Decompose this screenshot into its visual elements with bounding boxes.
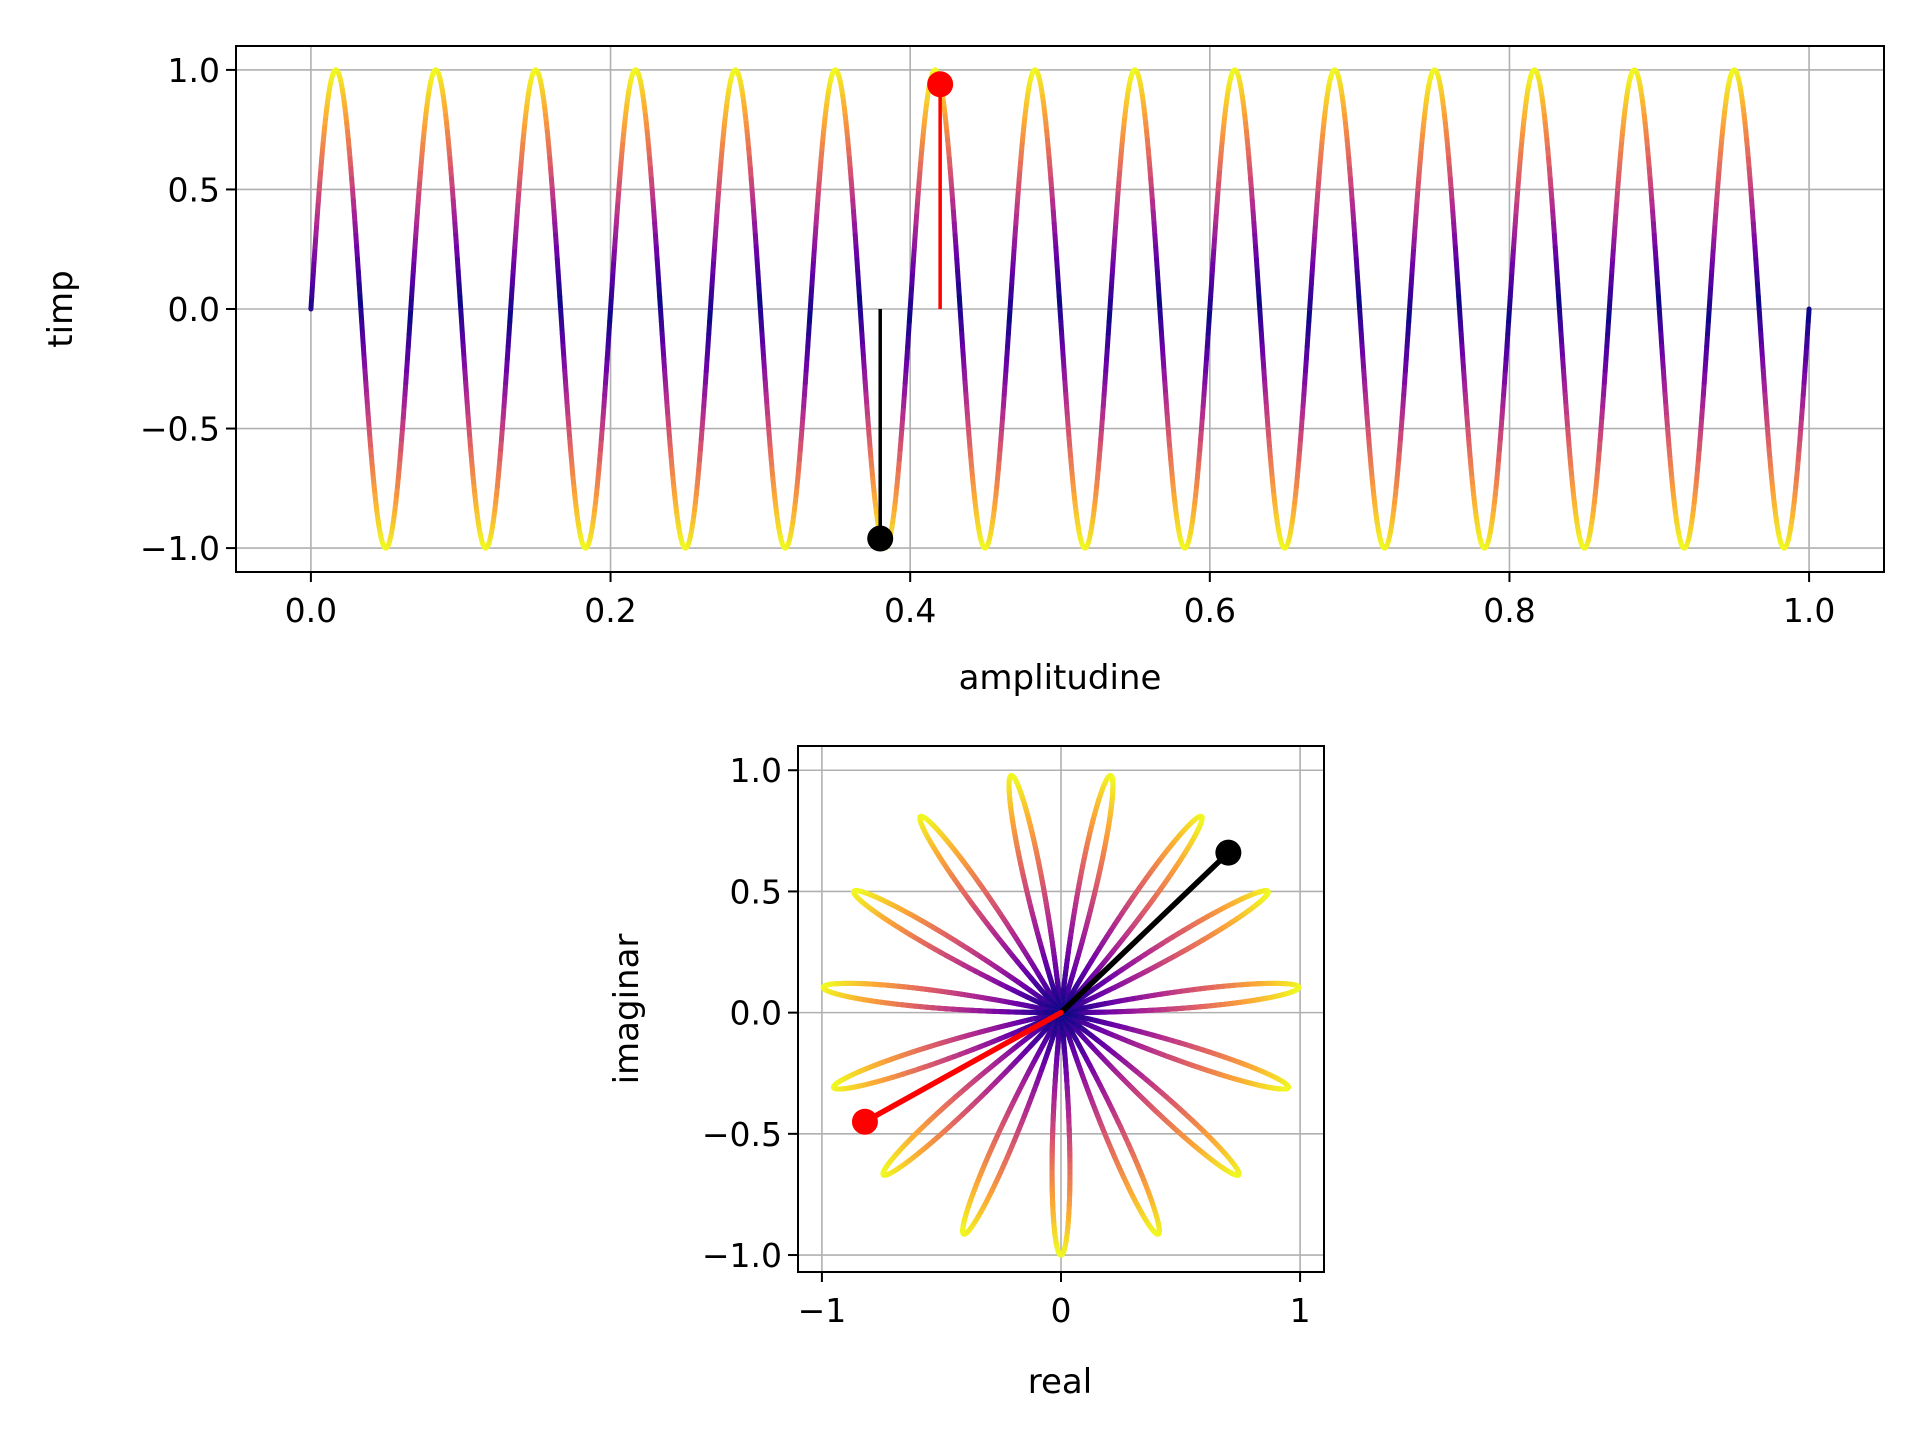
y-tick-label: 0.0 [730,994,782,1033]
marker-point [927,71,954,98]
x-tick-label: 1.0 [1783,591,1835,630]
x-tick-label: 1 [1290,1291,1311,1330]
y-tick-label: 0.0 [168,290,220,329]
phasor-line [1058,849,1232,1016]
y-tick-label: 1.0 [730,751,782,790]
phasor-line [862,1009,1064,1125]
complex-plane-y-axis-label: imaginar [607,934,647,1085]
x-tick-label: −1 [798,1291,847,1330]
complex-plane-markers [851,839,1242,1135]
time-domain-axes: 0.0 0.2 0.4 0.6 0.8 1.0 1.0 0.5 0.0 −0.5 −1.0 amp… [41,45,1885,698]
time-domain-y-axis-label: timp [41,270,81,347]
y-tick-label: 0.5 [168,170,220,209]
signal-segment [1805,306,1812,325]
x-tick-label: 0.6 [1184,591,1236,630]
time-domain-y-ticks: 1.0 0.5 0.0 −0.5 −1.0 [140,51,236,568]
phasor-point [1215,839,1242,866]
complex-plane-x-ticks: −1 0 1 [798,1272,1311,1330]
phasor-point [851,1108,878,1135]
complex-plane-rose-curve [820,773,1302,1258]
time-domain-signal-curve [308,67,1812,551]
x-tick-label: 0 [1051,1291,1072,1330]
x-tick-label: 0.2 [584,591,636,630]
time-domain-x-axis-label: amplitudine [959,658,1162,698]
x-tick-label: 0.4 [884,591,936,630]
y-tick-label: 1.0 [168,51,220,90]
complex-plane-axes: −1 0 1 1.0 0.5 0.0 −0.5 −1.0 real imaginar [607,745,1325,1402]
complex-plane-y-ticks: 1.0 0.5 0.0 −0.5 −1.0 [702,751,798,1275]
y-tick-label: −1.0 [702,1236,782,1275]
y-tick-label: 0.5 [730,872,782,911]
x-tick-label: 0.8 [1483,591,1535,630]
y-tick-label: −0.5 [702,1115,782,1154]
x-tick-label: 0.0 [285,591,337,630]
time-domain-markers [867,71,954,552]
marker-point [867,525,894,552]
y-tick-label: −0.5 [140,410,220,449]
time-domain-x-ticks: 0.0 0.2 0.4 0.6 0.8 1.0 [285,572,1835,630]
complex-plane-x-axis-label: real [1028,1362,1092,1402]
y-tick-label: −1.0 [140,529,220,568]
